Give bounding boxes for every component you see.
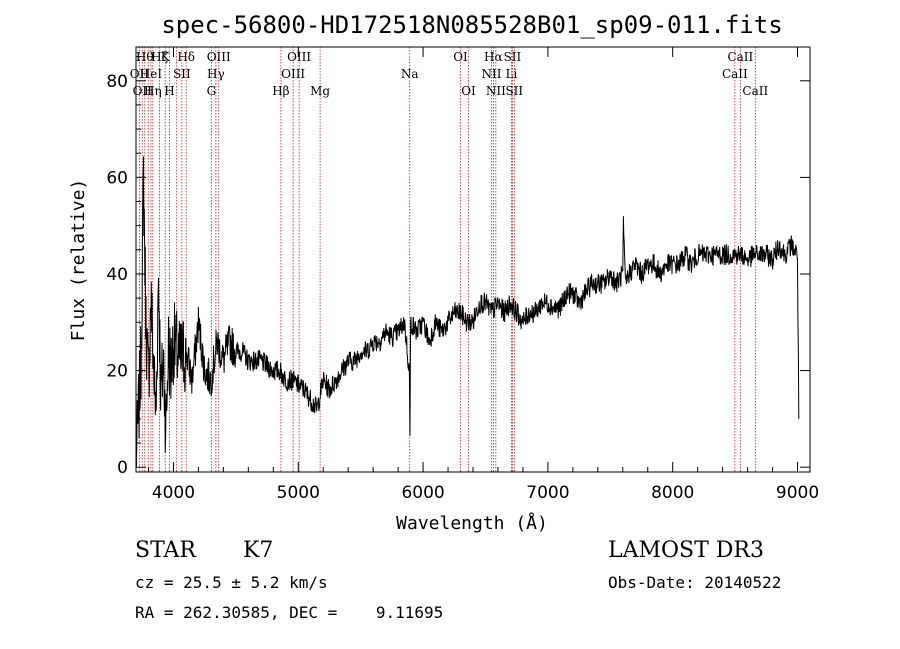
observation-date: Obs-Date: 20140522	[608, 573, 782, 592]
x-tick-label-1: 5000	[277, 483, 320, 503]
redshift-cz: cz = 25.5 ± 5.2 km/s	[135, 573, 328, 592]
line-label-2: Hθ	[136, 50, 154, 64]
line-label-10: SII	[173, 67, 191, 81]
line-label-18: Mg	[310, 84, 330, 98]
y-axis-ticks: 0 20 40 60 80	[106, 56, 810, 478]
line-label-12: G	[207, 84, 217, 98]
x-axis-label: Wavelength (Å)	[396, 512, 548, 534]
line-label-30: CaII	[742, 84, 768, 98]
line-label-20: OI	[453, 50, 468, 64]
line-label-23: Hα	[484, 50, 503, 64]
x-tick-label-4: 8000	[651, 483, 694, 503]
line-label-17: OIII	[287, 50, 311, 64]
line-label-28: CaII	[722, 67, 748, 81]
line-label-13: Hγ	[207, 67, 225, 81]
line-label-11: Hδ	[177, 50, 195, 64]
spectral-subclass: K7	[243, 538, 274, 563]
line-label-27: SII	[505, 84, 523, 98]
line-label-16: OIII	[281, 67, 305, 81]
line-label-26: SII	[504, 50, 522, 64]
y-axis-label: Flux (relative)	[68, 179, 89, 342]
y-tick-label-4: 80	[106, 72, 128, 92]
spectral-line-labels: OII OII Hθ HeI Hη HζK H SII Hδ G Hγ OIII Hβ OIII OIII M…	[130, 50, 769, 98]
line-label-29: CaII	[727, 50, 753, 64]
line-label-24: NII	[486, 84, 506, 98]
line-label-7: K	[161, 50, 171, 64]
line-label-25: Li	[506, 67, 518, 81]
x-axis-ticks: 4000 5000 6000 7000 8000 9000	[147, 47, 819, 503]
y-tick-label-2: 40	[106, 265, 128, 285]
spectrum-series-line	[135, 156, 800, 468]
x-tick-label-2: 6000	[401, 483, 444, 503]
y-tick-label-1: 20	[106, 362, 128, 382]
x-tick-label-0: 4000	[152, 483, 195, 503]
chart-title: spec-56800-HD172518N085528B01_sp09-011.f…	[161, 11, 782, 39]
spectral-line-markers	[138, 47, 756, 472]
line-label-14: OIII	[207, 50, 231, 64]
line-label-1: OII	[133, 84, 153, 98]
line-label-22: NII	[481, 67, 501, 81]
line-label-15: Hβ	[272, 84, 289, 98]
line-label-5: Hη	[144, 84, 162, 98]
line-label-6: Hζ	[151, 50, 168, 64]
line-label-8: H	[164, 84, 174, 98]
y-tick-label-0: 0	[117, 458, 128, 478]
x-tick-label-5: 9000	[776, 483, 819, 503]
line-label-21: OI	[461, 84, 476, 98]
survey-name: LAMOST DR3	[608, 538, 764, 563]
line-label-4: HeI	[140, 67, 163, 81]
line-label-19: Na	[401, 67, 419, 81]
object-type: STAR	[135, 538, 196, 563]
ra-dec-coordinates: RA = 262.30585, DEC = 9.11695	[135, 603, 444, 622]
y-tick-label-3: 60	[106, 168, 128, 188]
x-tick-label-3: 7000	[526, 483, 569, 503]
line-label-0: OII	[130, 67, 150, 81]
